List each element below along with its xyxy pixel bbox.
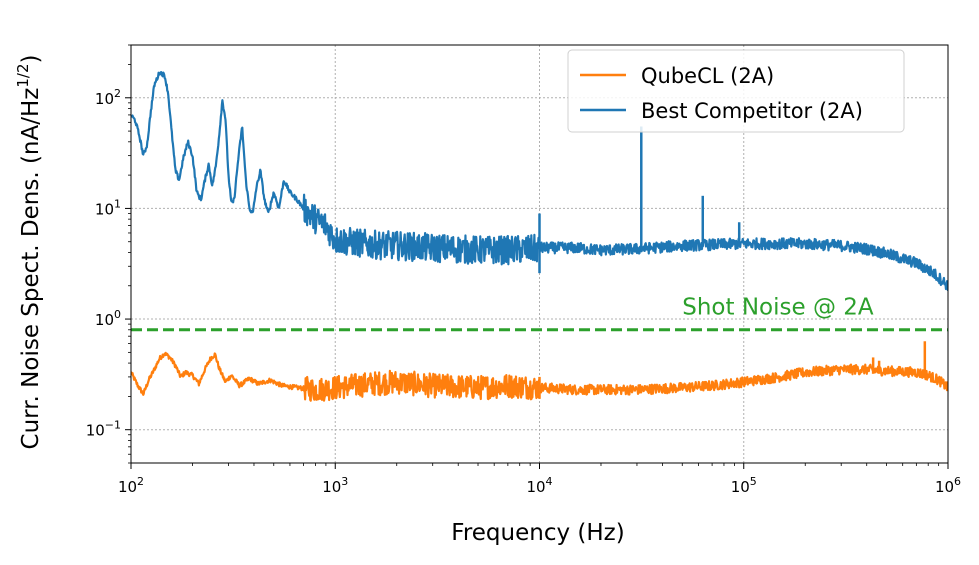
legend-box xyxy=(567,49,905,133)
x-tick-label: 103 xyxy=(322,475,348,496)
y-tick-label: 100 xyxy=(95,308,121,329)
shot-noise-annotation: Shot Noise @ 2A xyxy=(682,294,874,320)
y-tick-label: 102 xyxy=(95,87,121,108)
legend: QubeCL (2A) Best Competitor (2A) xyxy=(567,49,905,133)
legend-label-best-competitor: Best Competitor (2A) xyxy=(641,99,863,123)
y-axis-label-main: Curr. Noise Spect. Dens. (nA/Hz xyxy=(18,88,44,450)
y-axis-label: Curr. Noise Spect. Dens. (nA/Hz1/2) xyxy=(14,55,44,450)
legend-label-qubecl: QubeCL (2A) xyxy=(641,64,774,88)
x-tick-label: 106 xyxy=(935,475,961,496)
x-axis-label: Frequency (Hz) xyxy=(451,520,624,546)
x-tick-label: 105 xyxy=(731,475,757,496)
y-axis-label-sup: 1/2 xyxy=(14,63,32,87)
x-tick-label: 104 xyxy=(526,475,552,496)
y-tick-label: 101 xyxy=(95,197,121,218)
data-layer xyxy=(131,71,948,402)
x-tick-label: 102 xyxy=(118,475,144,496)
y-tick-label: 10−1 xyxy=(86,419,121,440)
y-axis-label-end: ) xyxy=(18,55,44,64)
tick-layer: 102 103 104 105 106 10−1 100 101 102 xyxy=(86,44,961,496)
